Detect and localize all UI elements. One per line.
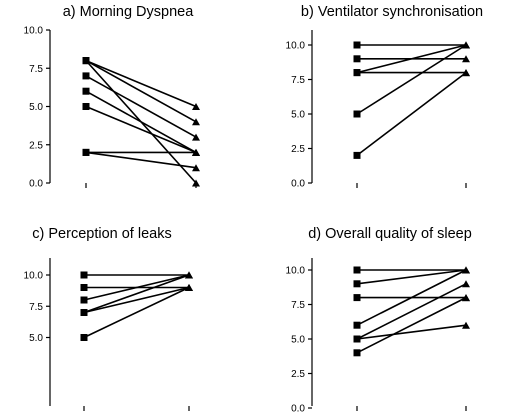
panel-d-after-marker xyxy=(462,280,470,288)
panel-b-y-tick-label: 7.5 xyxy=(291,75,305,86)
panel-d-ticks: 0.0 2.5 5.0 7.5 10.0 xyxy=(286,266,312,413)
panel-b-after-marker xyxy=(462,41,470,49)
panel-d-before-marker xyxy=(353,266,361,274)
panel-a-subject-line xyxy=(85,90,197,154)
panel-c-y-tick-label: 5.0 xyxy=(29,333,43,344)
panel-a-subject-line xyxy=(85,59,197,123)
panel-c-before-marker xyxy=(80,334,88,341)
panel-b-y-tick-label: 5.0 xyxy=(291,110,305,121)
panel-a-subject-line xyxy=(85,151,197,169)
panel-a-after-marker xyxy=(192,148,200,156)
panel-b-subject-line xyxy=(356,44,467,74)
panel-d-before-marker xyxy=(353,294,361,302)
panel-a-after-marker xyxy=(192,133,200,141)
panel-c-before-marker xyxy=(80,284,88,291)
panel-d-after-marker xyxy=(462,321,470,329)
panel-d-before-marker xyxy=(353,335,361,343)
panel-b-before-marker xyxy=(353,110,361,118)
panel-b-after-marker xyxy=(462,69,470,77)
panel-a: a) Morning Dyspnea 0.0 2.5 5.0 7.5 10.0 xyxy=(24,4,200,190)
panel-b-before-marker xyxy=(353,55,361,63)
panel-d-subject-line xyxy=(356,296,467,354)
panel-d: d) Overall quality of sleep 0.0 2.5 5.0 7.5… xyxy=(286,226,472,413)
panel-c-after-marker xyxy=(185,284,193,291)
panel-a-before-marker xyxy=(82,57,90,65)
panel-b-subject-line xyxy=(356,44,467,115)
panel-a-before-marker xyxy=(82,72,90,80)
panel-c-subject-line xyxy=(83,286,190,339)
panel-c-subject-line xyxy=(83,274,190,301)
panel-a-y-tick-label: 2.5 xyxy=(29,140,43,151)
panel-a-subject-line xyxy=(85,75,197,138)
panel-c-before-marker xyxy=(80,296,88,304)
panel-c-subject-line xyxy=(83,286,190,314)
panel-b-ticks: 0.0 2.5 5.0 7.5 10.0 xyxy=(286,41,312,190)
panel-b-y-tick-label: 2.5 xyxy=(291,144,305,155)
panel-b: b) Ventilator synchronisation 0.0 2.5 5.0 7… xyxy=(286,4,484,190)
panel-b-before-marker xyxy=(353,41,361,49)
panel-c: c) Perception of leaks 5.0 7.5 10.0 xyxy=(24,226,193,411)
panel-d-subject-line xyxy=(356,283,467,340)
panel-d-axes xyxy=(311,258,467,411)
panel-c-before-marker xyxy=(80,309,88,316)
panel-c-after-marker xyxy=(185,271,193,279)
panel-c-axes xyxy=(49,258,190,411)
panel-a-y-tick-label: 0.0 xyxy=(29,179,43,190)
panel-a-title: a) Morning Dyspnea xyxy=(63,4,194,20)
panel-d-before-marker xyxy=(353,280,361,288)
panel-d-subject-line xyxy=(356,269,467,285)
panel-a-series xyxy=(82,57,200,187)
panel-d-before-marker xyxy=(353,349,361,357)
panel-a-after-marker xyxy=(192,103,200,110)
panel-a-before-marker xyxy=(82,87,90,95)
panel-d-y-tick-label: 10.0 xyxy=(286,266,306,277)
panel-a-after-marker xyxy=(192,164,200,172)
panel-a-after-marker xyxy=(192,118,200,126)
panel-c-y-tick-label: 10.0 xyxy=(24,271,44,282)
panel-c-subject-line xyxy=(83,274,190,314)
panel-a-y-tick-label: 10.0 xyxy=(24,26,44,37)
panel-b-after-marker xyxy=(462,55,470,63)
panel-b-axes xyxy=(311,30,467,188)
panel-c-before-marker xyxy=(80,271,88,279)
panel-d-y-tick-label: 5.0 xyxy=(291,335,305,346)
panel-d-y-tick-label: 2.5 xyxy=(291,369,305,380)
panel-b-title: b) Ventilator synchronisation xyxy=(301,4,483,20)
panel-d-after-marker xyxy=(462,266,470,274)
panel-a-y-tick-label: 5.0 xyxy=(29,102,43,113)
panel-a-before-marker xyxy=(82,103,90,110)
panel-d-after-marker xyxy=(462,294,470,302)
panel-b-before-marker xyxy=(353,69,361,77)
panel-b-series xyxy=(353,41,470,159)
panel-d-y-tick-label: 0.0 xyxy=(291,404,305,413)
panel-a-ticks: 0.0 2.5 5.0 7.5 10.0 xyxy=(24,26,50,190)
panel-a-subject-line xyxy=(85,105,197,154)
panel-d-y-tick-label: 7.5 xyxy=(291,300,305,311)
panel-a-after-marker xyxy=(192,179,200,187)
panel-b-y-tick-label: 10.0 xyxy=(286,41,306,52)
panel-c-ticks: 5.0 7.5 10.0 xyxy=(24,271,50,344)
panel-a-y-tick-label: 7.5 xyxy=(29,64,43,75)
panel-d-subject-line xyxy=(356,324,467,340)
panel-a-before-marker xyxy=(82,148,90,156)
panel-c-title: c) Perception of leaks xyxy=(32,226,171,242)
panel-d-series xyxy=(353,266,470,357)
panel-a-subject-line xyxy=(85,59,197,108)
panel-b-subject-line xyxy=(356,71,467,157)
panel-b-y-tick-label: 0.0 xyxy=(291,179,305,190)
panel-b-before-marker xyxy=(353,151,361,159)
panel-c-series xyxy=(80,271,193,341)
panel-d-title: d) Overall quality of sleep xyxy=(308,226,472,242)
panel-c-y-tick-label: 7.5 xyxy=(29,302,43,313)
panel-d-before-marker xyxy=(353,321,361,329)
panel-d-subject-line xyxy=(356,269,467,326)
